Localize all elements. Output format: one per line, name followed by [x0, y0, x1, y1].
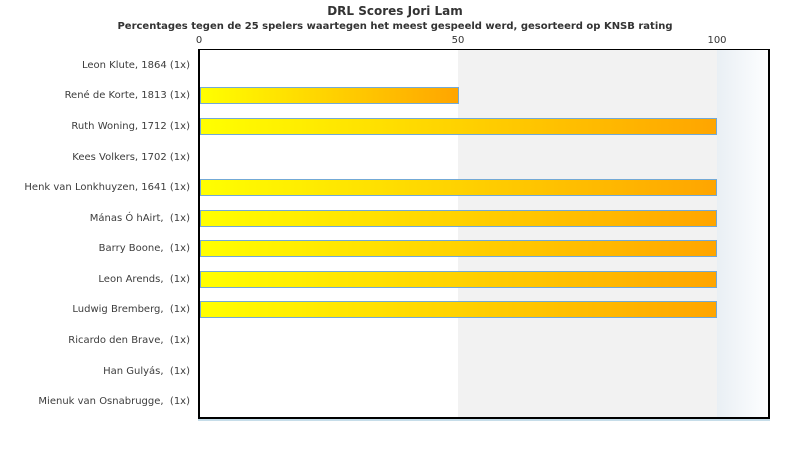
category-label: Han Gulyás, (1x) — [103, 365, 190, 377]
category-label: René de Korte, 1813 (1x) — [64, 90, 190, 102]
category-label: Ruth Woning, 1712 (1x) — [71, 120, 190, 132]
score-bar — [200, 179, 717, 197]
category-label: Leon Klute, 1864 (1x) — [82, 59, 190, 71]
bar-row — [200, 233, 768, 264]
bar-row — [200, 81, 768, 112]
category-label: Kees Volkers, 1702 (1x) — [72, 151, 190, 163]
score-bar — [200, 240, 717, 258]
x-axis-tick-50: 50 — [451, 35, 465, 46]
bar-row — [200, 295, 768, 326]
bar-row — [200, 50, 768, 81]
bar-row — [200, 172, 768, 203]
bar-row — [200, 356, 768, 387]
score-bar — [200, 209, 717, 227]
x-axis-tick-0: 0 — [195, 35, 203, 46]
x-axis-tick-100: 100 — [707, 35, 727, 46]
plot-area — [198, 49, 770, 419]
category-label: Ludwig Bremberg, (1x) — [72, 304, 190, 316]
category-label: Ricardo den Brave, (1x) — [68, 334, 190, 346]
chart-title: DRL Scores Jori Lam — [327, 4, 463, 18]
score-bar — [200, 270, 717, 288]
category-axis: Leon Klute, 1864 (1x) René de Korte, 181… — [0, 50, 199, 417]
category-label: Henk van Lonkhuyzen, 1641 (1x) — [24, 182, 190, 194]
bar-row — [200, 264, 768, 295]
category-label: Barry Boone, (1x) — [98, 243, 190, 255]
bars-column — [200, 50, 768, 417]
bar-row — [200, 111, 768, 142]
category-label: Mienuk van Osnabrugge, (1x) — [38, 396, 190, 408]
bar-row — [200, 142, 768, 173]
score-bar — [200, 87, 459, 105]
bar-row — [200, 386, 768, 417]
score-bar — [200, 117, 717, 135]
score-bar — [200, 301, 717, 319]
bar-row — [200, 203, 768, 234]
category-label: Mánas Ó hAirt, (1x) — [89, 212, 190, 224]
chart-subtitle: Percentages tegen de 25 spelers waartege… — [117, 21, 673, 32]
category-label: Leon Arends, (1x) — [98, 273, 190, 285]
bar-row — [200, 325, 768, 356]
